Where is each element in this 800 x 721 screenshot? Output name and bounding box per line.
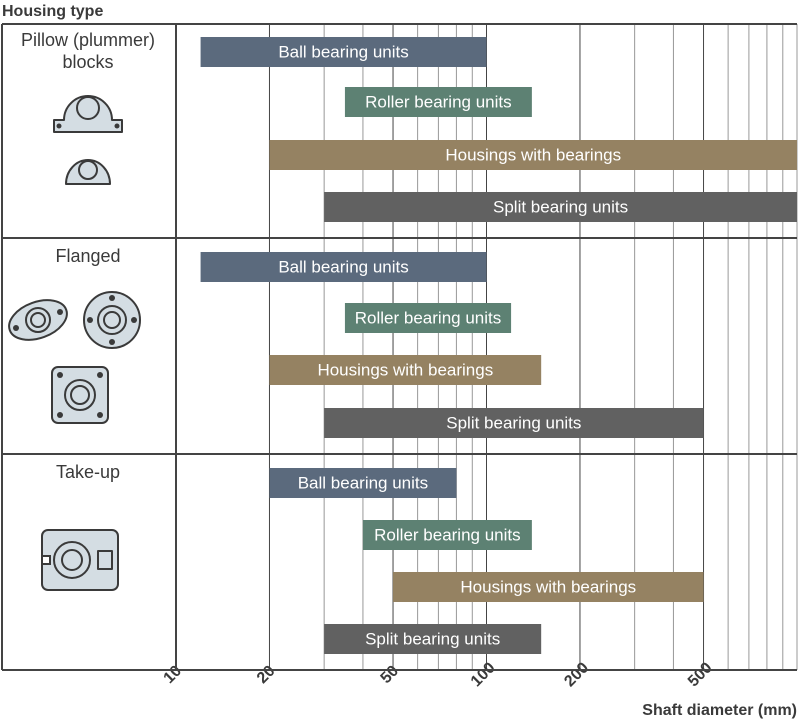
- category-title: Flanged: [55, 246, 120, 266]
- range-bar: Ball bearing units: [201, 37, 487, 67]
- bar-label: Split bearing units: [365, 630, 500, 649]
- range-bar: Split bearing units: [324, 192, 797, 222]
- bar-label: Housings with bearings: [460, 578, 636, 597]
- bar-label: Ball bearing units: [278, 258, 408, 277]
- range-bar: Roller bearing units: [345, 87, 532, 117]
- bar-label: Roller bearing units: [365, 93, 511, 112]
- range-bar: Ball bearing units: [201, 252, 487, 282]
- range-bar: Ball bearing units: [269, 468, 456, 498]
- category-title: blocks: [62, 52, 113, 72]
- bar-label: Housings with bearings: [317, 361, 493, 380]
- category-title: Take-up: [56, 462, 120, 482]
- bar-label: Housings with bearings: [445, 146, 621, 165]
- bar-label: Roller bearing units: [374, 526, 520, 545]
- housing-range-chart: 102050100200500Housing typeShaft diamete…: [0, 0, 800, 721]
- bar-label: Roller bearing units: [355, 309, 501, 328]
- bar-label: Split bearing units: [493, 198, 628, 217]
- takeup-icon: [42, 530, 118, 590]
- category-title: Pillow (plummer): [21, 30, 155, 50]
- bar-label: Ball bearing units: [278, 43, 408, 62]
- y-axis-title: Housing type: [2, 3, 103, 20]
- range-bar: Housings with bearings: [393, 572, 703, 602]
- range-bar: Roller bearing units: [363, 520, 532, 550]
- x-axis-title: Shaft diameter (mm): [642, 702, 797, 719]
- range-bar: Split bearing units: [324, 408, 703, 438]
- range-bar: Housings with bearings: [269, 355, 541, 385]
- range-bar: Split bearing units: [324, 624, 541, 654]
- bar-label: Split bearing units: [446, 414, 581, 433]
- bar-label: Ball bearing units: [298, 474, 428, 493]
- range-bar: Roller bearing units: [345, 303, 511, 333]
- range-bar: Housings with bearings: [269, 140, 797, 170]
